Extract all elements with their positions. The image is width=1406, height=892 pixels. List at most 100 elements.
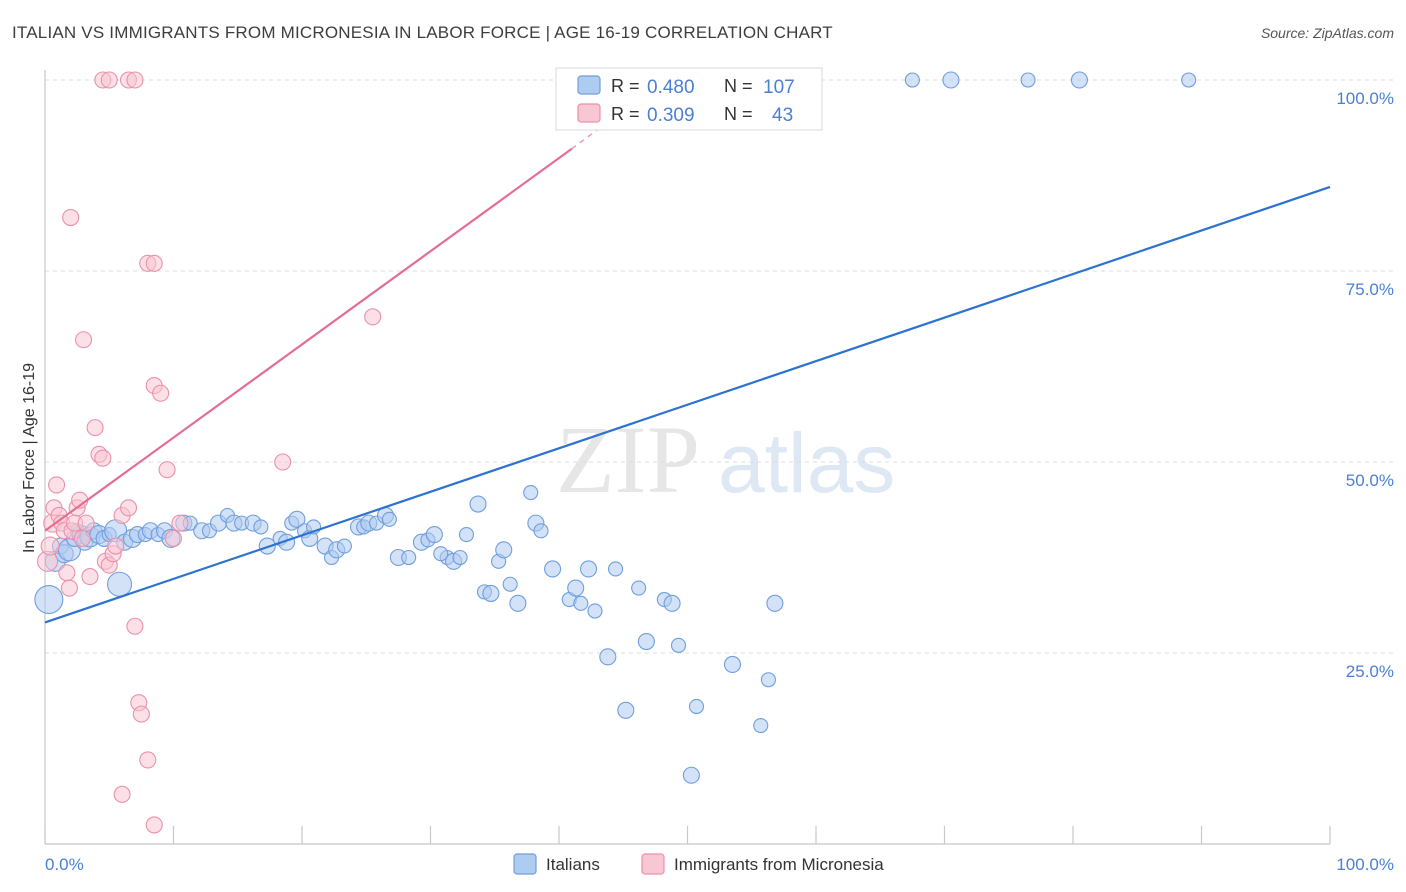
stats-n-label-micronesia: N = bbox=[724, 104, 753, 124]
point-micronesia-23 bbox=[107, 537, 125, 555]
chart-source: Source: ZipAtlas.com bbox=[1261, 25, 1394, 41]
stats-r-label-micronesia: R = bbox=[611, 104, 640, 124]
point-italians-66 bbox=[495, 541, 513, 559]
point-italians-91 bbox=[753, 718, 769, 734]
point-italians-67 bbox=[502, 576, 518, 592]
point-italians-45 bbox=[336, 538, 352, 554]
watermark-zip: ZIP bbox=[556, 406, 700, 513]
y-tick-label-1: 50.0% bbox=[1346, 471, 1394, 490]
point-italians-92 bbox=[766, 594, 784, 612]
point-micronesia-19 bbox=[94, 449, 112, 467]
point-italians-87 bbox=[688, 698, 705, 715]
point-italians-80 bbox=[617, 701, 635, 719]
point-micronesia-37 bbox=[100, 71, 118, 89]
point-italians-76 bbox=[580, 560, 598, 578]
point-italians-0 bbox=[34, 584, 64, 615]
point-italians-75 bbox=[573, 595, 589, 611]
point-micronesia-9 bbox=[60, 579, 78, 597]
legend-label-micronesia: Immigrants from Micronesia bbox=[674, 855, 884, 874]
point-italians-93 bbox=[760, 672, 777, 688]
point-italians-64 bbox=[482, 584, 500, 602]
point-micronesia-26 bbox=[126, 617, 144, 635]
point-micronesia-15 bbox=[77, 514, 95, 532]
point-micronesia-32 bbox=[164, 529, 183, 547]
x-tick-label-max: 100.0% bbox=[1336, 855, 1394, 874]
point-italians-59 bbox=[452, 549, 468, 566]
point-micronesia-8 bbox=[58, 564, 76, 582]
point-italians-97 bbox=[1020, 72, 1036, 88]
point-italians-74 bbox=[567, 579, 585, 597]
legend-swatch-italians bbox=[513, 853, 537, 875]
point-micronesia-41 bbox=[145, 254, 163, 272]
point-italians-60 bbox=[433, 546, 449, 562]
point-italians-33 bbox=[253, 519, 269, 535]
point-italians-95 bbox=[904, 72, 920, 88]
point-italians-77 bbox=[587, 603, 603, 619]
stats-n-value-italians: 107 bbox=[763, 77, 795, 98]
point-micronesia-44 bbox=[132, 705, 150, 723]
point-micronesia-4 bbox=[48, 476, 66, 494]
point-micronesia-1 bbox=[40, 536, 60, 556]
zipatlas-watermark: ZIP atlas bbox=[556, 406, 895, 513]
y-axis-title: In Labor Force | Age 16-19 bbox=[21, 363, 38, 553]
stats-swatch-italians bbox=[577, 75, 601, 95]
legend: Italians Immigrants from Micronesia bbox=[513, 853, 884, 875]
point-micronesia-31 bbox=[158, 461, 176, 479]
point-italians-62 bbox=[469, 495, 487, 513]
gridlines bbox=[45, 79, 1394, 654]
series-micronesia-points bbox=[37, 71, 382, 834]
legend-label-italians: Italians bbox=[546, 855, 600, 874]
point-micronesia-30 bbox=[152, 384, 170, 402]
legend-item-micronesia[interactable]: Immigrants from Micronesia bbox=[641, 853, 884, 875]
stats-n-value-micronesia: 43 bbox=[772, 105, 793, 126]
chart-title: ITALIAN VS IMMIGRANTS FROM MICRONESIA IN… bbox=[12, 23, 833, 42]
point-micronesia-17 bbox=[86, 419, 104, 437]
point-italians-85 bbox=[670, 637, 687, 653]
point-italians-99 bbox=[1181, 72, 1197, 88]
legend-item-italians[interactable]: Italians bbox=[513, 853, 600, 875]
point-italians-53 bbox=[401, 549, 417, 566]
point-italians-51 bbox=[381, 511, 397, 527]
stats-r-value-italians: 0.480 bbox=[647, 77, 695, 98]
watermark-atlas: atlas bbox=[718, 416, 895, 510]
y-tick-label-2: 75.0% bbox=[1346, 280, 1394, 299]
point-italians-56 bbox=[425, 526, 443, 544]
point-italians-84 bbox=[663, 594, 681, 612]
point-micronesia-25 bbox=[119, 499, 138, 517]
point-micronesia-16 bbox=[81, 568, 99, 586]
point-micronesia-33 bbox=[171, 514, 189, 532]
y-tick-label-0: 25.0% bbox=[1346, 662, 1394, 681]
point-italians-61 bbox=[458, 527, 475, 543]
point-micronesia-46 bbox=[145, 816, 163, 834]
x-tick-label-min: 0.0% bbox=[45, 855, 84, 874]
trendline-micronesia bbox=[44, 147, 573, 532]
point-italians-72 bbox=[544, 560, 562, 578]
stats-swatch-micronesia bbox=[577, 103, 601, 123]
point-italians-68 bbox=[509, 594, 527, 612]
point-micronesia-14 bbox=[73, 529, 91, 547]
point-italians-82 bbox=[637, 632, 655, 651]
trend-lines bbox=[44, 109, 1331, 624]
stats-r-value-micronesia: 0.309 bbox=[647, 105, 695, 126]
point-micronesia-28 bbox=[139, 751, 157, 769]
stats-r-label-italians: R = bbox=[611, 76, 640, 96]
point-micronesia-43 bbox=[274, 453, 292, 471]
point-micronesia-34 bbox=[62, 208, 80, 227]
stats-box: R = 0.480 N = 107 R = 0.309 N = 43 bbox=[555, 67, 823, 131]
point-italians-86 bbox=[682, 766, 700, 784]
point-italians-96 bbox=[942, 71, 960, 89]
trendline-italians bbox=[44, 185, 1331, 624]
point-italians-69 bbox=[523, 485, 539, 501]
stats-n-label-italians: N = bbox=[724, 76, 753, 96]
point-italians-81 bbox=[631, 580, 647, 596]
legend-swatch-micronesia bbox=[641, 853, 665, 875]
point-italians-78 bbox=[599, 648, 617, 666]
y-tick-labels: 25.0% 50.0% 75.0% 100.0% bbox=[1336, 89, 1394, 681]
point-italians-71 bbox=[533, 523, 549, 539]
point-italians-98 bbox=[1070, 71, 1088, 89]
point-italians-88 bbox=[723, 655, 742, 674]
point-micronesia-35 bbox=[75, 331, 93, 349]
y-tick-label-3: 100.0% bbox=[1336, 89, 1394, 108]
point-italians-79 bbox=[607, 561, 624, 577]
